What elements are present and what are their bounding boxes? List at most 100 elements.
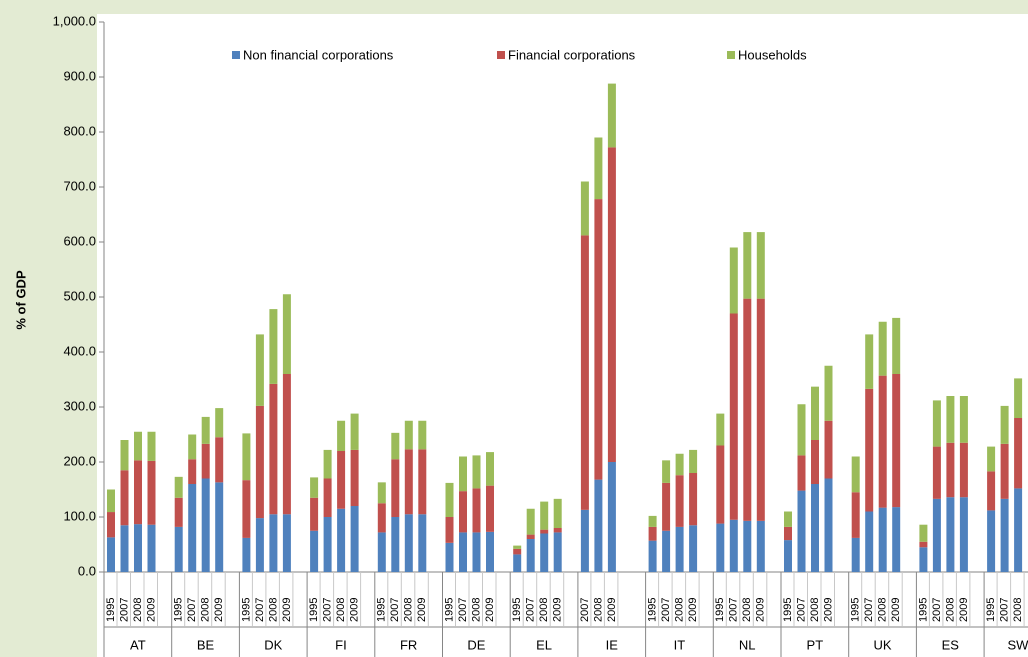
y-tick-label: 200.0 <box>63 453 96 468</box>
y-axis-label: % of GDP <box>13 270 28 330</box>
bar-segment <box>445 542 454 572</box>
bar-segment <box>215 437 224 483</box>
y-tick-label: 700.0 <box>63 178 96 193</box>
x-tick-label: 2007 <box>579 598 591 622</box>
bar-segment <box>282 294 291 374</box>
bar-segment <box>282 374 291 515</box>
bar-segment <box>269 514 278 572</box>
bar-segment <box>1000 443 1009 499</box>
x-tick-label: 1995 <box>782 598 794 622</box>
bar-segment <box>1014 378 1023 418</box>
bar-segment <box>580 235 589 510</box>
x-tick-label: 2008 <box>592 598 604 622</box>
x-tick-label: 2007 <box>931 598 943 622</box>
bar-segment <box>648 540 657 572</box>
x-tick-label: 2009 <box>281 598 293 622</box>
y-tick-label: 500.0 <box>63 288 96 303</box>
bar-segment <box>919 524 928 542</box>
bar-segment <box>147 460 156 525</box>
bar-segment <box>486 452 494 486</box>
bar-segment <box>743 298 752 521</box>
bar-segment <box>242 433 251 481</box>
group-label: EL <box>536 637 552 652</box>
bar-segment <box>120 525 129 572</box>
bar-segment <box>310 477 319 498</box>
bar-segment <box>743 232 752 299</box>
x-tick-label: 2007 <box>525 598 537 622</box>
bar-segment <box>1000 405 1009 444</box>
x-tick-label: 2009 <box>552 598 564 622</box>
bar-segment <box>486 485 494 532</box>
bar-segment <box>784 511 792 527</box>
x-tick-label: 1995 <box>443 598 455 622</box>
bar-segment <box>959 396 968 443</box>
x-tick-label: 1995 <box>985 598 997 622</box>
bar-segment <box>946 497 955 572</box>
bar-segment <box>188 484 197 572</box>
group-label: BE <box>197 637 215 652</box>
group-label: DK <box>264 637 282 652</box>
bar-segment <box>459 491 467 533</box>
bar-segment <box>255 518 264 572</box>
bar-segment <box>174 476 183 498</box>
bar-segment <box>513 554 522 572</box>
bar-segment <box>472 488 481 533</box>
bar-segment <box>350 413 359 450</box>
x-tick-label: 2007 <box>322 598 334 622</box>
bar-segment <box>878 375 887 508</box>
bar-segment <box>756 298 765 521</box>
x-tick-label: 2007 <box>795 598 807 622</box>
bar-segment <box>959 442 968 498</box>
bar-segment <box>418 449 427 515</box>
group-label: FR <box>400 637 417 652</box>
x-tick-label: 2008 <box>538 598 550 622</box>
bar-segment <box>513 545 522 549</box>
bar-segment <box>404 420 413 450</box>
bar-segment <box>797 455 806 491</box>
bar-segment <box>255 334 264 406</box>
bar-segment <box>391 459 400 517</box>
bar-segment <box>540 533 549 572</box>
bar-segment <box>553 528 562 533</box>
x-tick-label: 1995 <box>714 598 726 622</box>
x-tick-label: 1995 <box>173 598 185 622</box>
bar-segment <box>1014 418 1023 489</box>
x-tick-label: 2007 <box>728 598 740 622</box>
bar-segment <box>377 503 386 533</box>
plot-area <box>97 14 1028 657</box>
x-tick-label: 2009 <box>349 598 361 622</box>
bar-segment <box>797 404 806 456</box>
y-tick-label: 1,000.0 <box>53 13 96 28</box>
bar-segment <box>323 478 332 517</box>
group-label: IT <box>674 637 686 652</box>
bar-segment <box>120 470 129 526</box>
bar-segment <box>540 501 549 530</box>
bar-segment <box>932 446 941 499</box>
x-tick-label: 2008 <box>132 598 144 622</box>
bar-segment <box>689 473 698 526</box>
bar-segment <box>946 442 955 498</box>
bar-segment <box>377 482 386 504</box>
bar-segment <box>865 388 874 512</box>
bar-segment <box>648 515 657 527</box>
bar-segment <box>784 540 792 572</box>
bar-segment <box>959 497 968 572</box>
bar-segment <box>797 490 806 572</box>
x-tick-label: 2009 <box>890 598 902 622</box>
bar-segment <box>919 541 928 548</box>
x-tick-label: 1995 <box>240 598 252 622</box>
bar-segment <box>459 532 467 572</box>
bar-segment <box>811 440 819 484</box>
bar-segment <box>418 420 427 450</box>
x-tick-label: 2009 <box>484 598 496 622</box>
x-tick-label: 2008 <box>1012 598 1024 622</box>
bar-segment <box>201 416 210 444</box>
bar-segment <box>377 532 386 572</box>
bar-segment <box>1000 498 1009 572</box>
bar-segment <box>756 520 765 572</box>
group-label: PT <box>807 637 824 652</box>
x-tick-label: 1995 <box>647 598 659 622</box>
bar-segment <box>729 247 738 314</box>
y-tick-label: 400.0 <box>63 343 96 358</box>
group-label: FI <box>335 637 347 652</box>
